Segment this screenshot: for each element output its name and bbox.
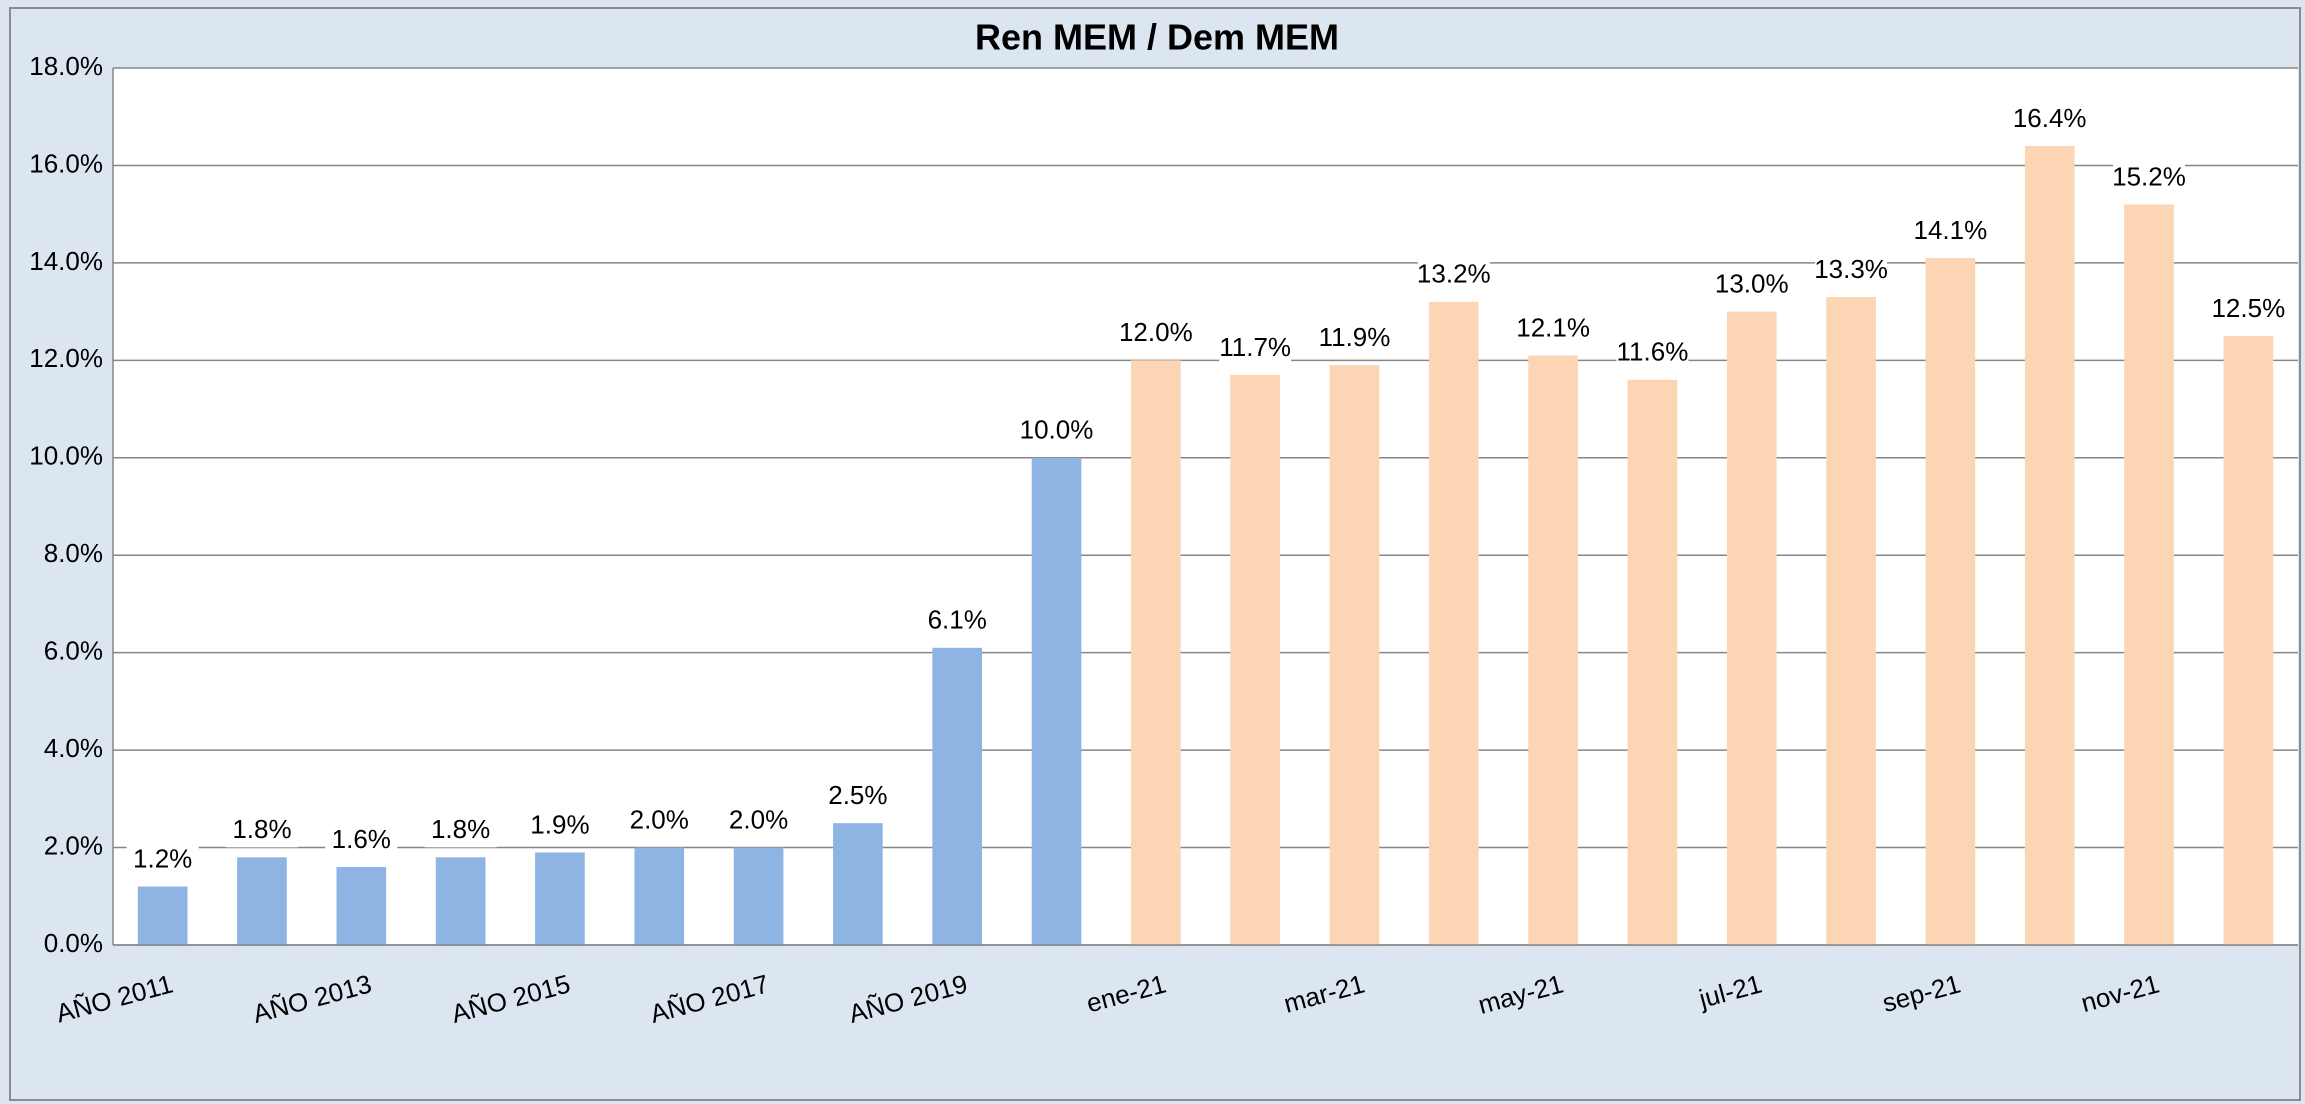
bar <box>1826 296 1876 945</box>
bar <box>435 857 486 945</box>
data-label: 13.0% <box>1715 268 1789 298</box>
y-tick-label: 8.0% <box>44 538 103 568</box>
data-label-bg <box>1417 259 1490 292</box>
data-label: 11.9% <box>1319 322 1391 352</box>
bar <box>1230 374 1280 945</box>
chart-title: Ren MEM / Dem MEM <box>975 17 1339 58</box>
bar <box>1031 457 1082 945</box>
data-label: 2.0% <box>630 804 689 834</box>
data-label-bg <box>1815 254 1888 287</box>
data-label-bg <box>424 815 497 848</box>
bar <box>1329 365 1380 945</box>
data-label-bg <box>821 781 894 814</box>
y-tick-label: 4.0% <box>44 733 103 763</box>
data-label-bg <box>1715 269 1788 302</box>
data-label: 1.9% <box>530 809 589 839</box>
bar <box>535 852 585 945</box>
bar <box>2223 335 2274 945</box>
bar <box>137 886 188 945</box>
data-label: 13.2% <box>1417 259 1491 289</box>
bar <box>1528 355 1578 945</box>
data-label: 12.1% <box>1516 312 1590 342</box>
data-label-bg <box>1914 216 1987 249</box>
y-tick-label: 2.0% <box>44 830 103 860</box>
data-label: 2.0% <box>729 804 788 834</box>
bar <box>1428 301 1479 945</box>
data-label: 16.4% <box>2013 103 2087 133</box>
data-label: 1.6% <box>332 824 391 854</box>
y-tick-label: 6.0% <box>44 636 103 666</box>
bar <box>833 823 883 945</box>
y-tick-label: 16.0% <box>29 148 103 178</box>
y-tick-label: 0.0% <box>44 928 103 958</box>
data-label: 13.3% <box>1814 254 1888 284</box>
bar <box>1925 258 1976 945</box>
data-label: 10.0% <box>1020 415 1094 445</box>
data-label: 6.1% <box>928 605 987 635</box>
data-label: 12.0% <box>1119 317 1193 347</box>
bar <box>2124 204 2174 945</box>
data-label-bg <box>523 810 596 843</box>
bar <box>1131 360 1181 945</box>
y-tick-label: 18.0% <box>29 51 103 81</box>
bar <box>733 847 784 945</box>
data-label-bg <box>2113 162 2186 195</box>
bar <box>1726 311 1777 946</box>
data-label: 11.7% <box>1219 332 1291 362</box>
data-label-bg <box>1020 415 1093 448</box>
data-label: 1.8% <box>431 814 490 844</box>
bar <box>932 647 983 945</box>
bar <box>634 847 685 945</box>
data-label-bg <box>1119 318 1192 351</box>
bar <box>1627 379 1678 945</box>
data-label-bg <box>1517 313 1590 346</box>
data-label-bg <box>722 805 795 838</box>
data-label: 14.1% <box>1914 215 1988 245</box>
data-label: 2.5% <box>828 780 887 810</box>
y-tick-label: 14.0% <box>29 246 103 276</box>
data-label-bg <box>2013 103 2086 136</box>
data-label-bg <box>1219 332 1292 365</box>
data-label: 12.5% <box>2211 293 2285 323</box>
data-label-bg <box>921 605 994 638</box>
data-label: 15.2% <box>2112 161 2186 191</box>
data-label-bg <box>126 844 199 877</box>
bar <box>336 867 387 945</box>
data-label-bg <box>225 815 298 848</box>
data-label: 1.2% <box>133 843 192 873</box>
data-label-bg <box>325 825 398 858</box>
data-label: 1.8% <box>232 814 291 844</box>
bar <box>2024 145 2075 945</box>
y-tick-label: 10.0% <box>29 441 103 471</box>
bar <box>237 857 287 945</box>
data-label-bg <box>2212 293 2285 326</box>
data-label-bg <box>623 805 696 838</box>
data-label: 11.6% <box>1617 337 1689 367</box>
data-label-bg <box>1616 337 1689 370</box>
y-tick-label: 12.0% <box>29 343 103 373</box>
data-label-bg <box>1318 323 1391 356</box>
